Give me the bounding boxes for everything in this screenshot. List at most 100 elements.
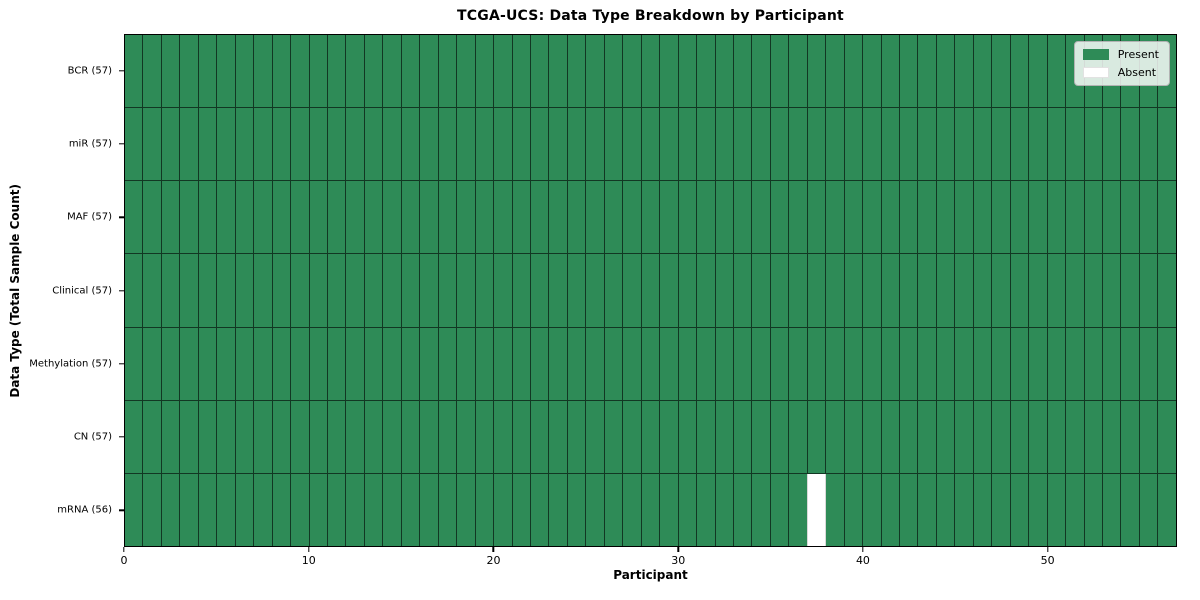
cell-present xyxy=(364,108,384,181)
y-tick-mark xyxy=(119,69,124,72)
cell-present xyxy=(789,473,808,546)
y-tick-label: miR (57) xyxy=(68,138,112,150)
y-tick-mark xyxy=(119,509,124,512)
y-axis: BCR (57) miR (57) MAF (57) Clinical (57) Met… xyxy=(0,34,124,547)
cell-present xyxy=(992,400,1011,473)
cell-present xyxy=(494,108,513,181)
cell-present xyxy=(660,254,679,327)
cell-present xyxy=(1066,473,1085,546)
cell-present xyxy=(697,327,716,400)
cell-present xyxy=(1047,181,1067,254)
cell-present xyxy=(1158,108,1176,181)
cell-present xyxy=(1047,35,1067,108)
cell-present xyxy=(918,327,937,400)
heatmap-row-Clinical xyxy=(125,254,1176,328)
cell-present xyxy=(143,473,162,546)
cell-present xyxy=(475,400,495,473)
cell-present xyxy=(567,473,587,546)
cell-present xyxy=(161,473,181,546)
cell-present xyxy=(936,473,956,546)
cell-present xyxy=(125,473,144,546)
cell-present xyxy=(567,35,587,108)
cell-present xyxy=(143,327,162,400)
cell-present xyxy=(1103,108,1122,181)
cell-present xyxy=(198,181,218,254)
cell-present xyxy=(1029,254,1048,327)
legend-entry-absent: Absent xyxy=(1082,66,1159,79)
cell-present xyxy=(235,327,255,400)
cell-present xyxy=(863,473,882,546)
cell-present xyxy=(1010,35,1030,108)
cell-present xyxy=(844,400,864,473)
cell-present xyxy=(383,400,402,473)
cell-present xyxy=(291,35,310,108)
heatmap-grid xyxy=(125,35,1176,546)
cell-present xyxy=(364,254,384,327)
cell-present xyxy=(733,254,753,327)
cell-present xyxy=(420,473,439,546)
cell-present xyxy=(327,400,347,473)
cell-present xyxy=(272,35,292,108)
cell-present xyxy=(512,108,531,181)
cell-present xyxy=(992,254,1011,327)
cell-present xyxy=(530,473,550,546)
cell-present xyxy=(549,327,568,400)
cell-present xyxy=(641,35,661,108)
cell-present xyxy=(807,108,827,181)
y-tick-mark xyxy=(119,143,124,145)
cell-present xyxy=(918,400,937,473)
cell-present xyxy=(180,473,199,546)
cell-present xyxy=(346,473,365,546)
cell-present xyxy=(383,473,402,546)
cell-present xyxy=(623,400,642,473)
cell-present xyxy=(586,181,605,254)
cell-present xyxy=(125,181,144,254)
y-tick-label: Methylation (57) xyxy=(29,358,112,370)
cell-present xyxy=(881,254,901,327)
cell-present xyxy=(512,473,531,546)
cell-present xyxy=(180,108,199,181)
cell-present xyxy=(254,254,273,327)
cell-present xyxy=(641,108,661,181)
cell-present xyxy=(715,400,734,473)
x-tick-label: 40 xyxy=(855,554,870,567)
x-tick-label: 10 xyxy=(301,554,316,567)
cell-present xyxy=(512,400,531,473)
cell-present xyxy=(383,327,402,400)
cell-present xyxy=(475,473,495,546)
cell-present xyxy=(254,400,273,473)
cell-present xyxy=(992,473,1011,546)
cell-present xyxy=(530,400,550,473)
y-tick-mark xyxy=(119,363,124,365)
cell-present xyxy=(291,181,310,254)
cell-present xyxy=(1103,181,1122,254)
legend-swatch-absent-icon xyxy=(1082,67,1109,78)
cell-present xyxy=(918,108,937,181)
cell-present xyxy=(125,108,144,181)
cell-present xyxy=(309,400,328,473)
cell-present xyxy=(1084,473,1104,546)
cell-present xyxy=(697,473,716,546)
cell-present xyxy=(1010,473,1030,546)
cell-present xyxy=(826,254,845,327)
cell-present xyxy=(1103,254,1122,327)
cell-present xyxy=(697,400,716,473)
x-tick-label: 20 xyxy=(486,554,501,567)
cell-present xyxy=(586,108,605,181)
cell-present xyxy=(327,473,347,546)
cell-present xyxy=(1139,473,1159,546)
cell-present xyxy=(125,400,144,473)
cell-present xyxy=(678,108,698,181)
cell-present xyxy=(438,327,458,400)
cell-present xyxy=(660,327,679,400)
cell-present xyxy=(900,35,919,108)
cell-present xyxy=(309,254,328,327)
cell-present xyxy=(346,35,365,108)
cell-present xyxy=(254,108,273,181)
cell-present xyxy=(494,400,513,473)
cell-present xyxy=(789,400,808,473)
cell-present xyxy=(180,181,199,254)
cell-present xyxy=(161,35,181,108)
cell-present xyxy=(678,35,698,108)
cell-present xyxy=(826,181,845,254)
